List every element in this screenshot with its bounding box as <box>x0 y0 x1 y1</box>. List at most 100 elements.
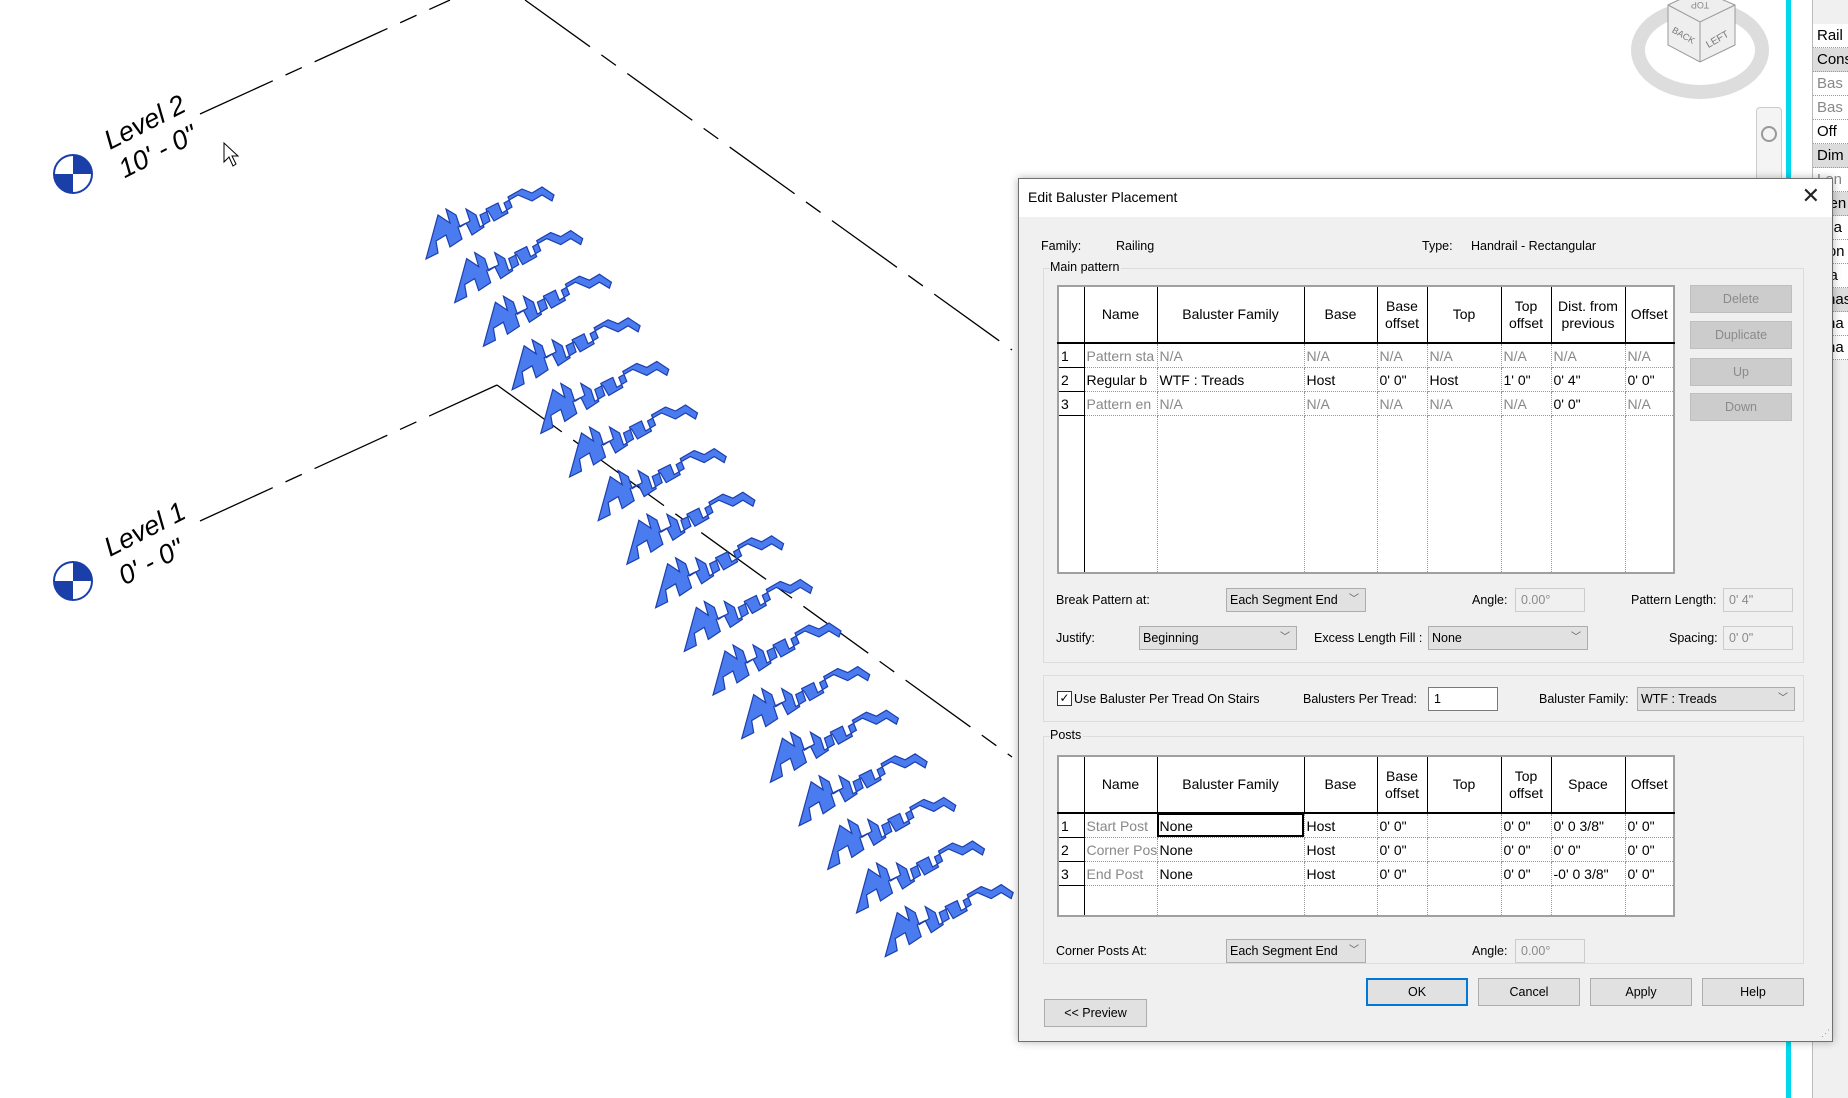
table-cell[interactable]: WTF : Treads <box>1156 367 1305 393</box>
table-cell[interactable]: -0' 0 3/8" <box>1550 861 1626 887</box>
column-header[interactable] <box>1057 285 1085 345</box>
column-header[interactable]: Top offset <box>1500 285 1552 345</box>
table-cell[interactable]: 0' 0" <box>1550 836 1626 863</box>
table-cell[interactable]: Host <box>1303 836 1378 863</box>
table-cell[interactable] <box>1426 415 1502 574</box>
table-cell[interactable]: Pattern sta <box>1083 342 1158 369</box>
table-cell[interactable]: N/A <box>1550 342 1626 369</box>
table-cell[interactable] <box>1376 415 1428 574</box>
table-cell[interactable] <box>1426 861 1502 887</box>
table-cell[interactable]: None <box>1156 812 1305 838</box>
help-button[interactable]: Help <box>1702 978 1804 1006</box>
table-cell[interactable] <box>1500 885 1552 917</box>
table-cell[interactable]: 0' 0" <box>1376 836 1428 863</box>
table-row[interactable]: 3 Pattern en N/A N/A N/A N/A N/A 0' 0" N/A <box>1058 391 1675 417</box>
table-cell[interactable] <box>1058 415 1085 574</box>
table-cell[interactable]: N/A <box>1500 342 1552 369</box>
table-cell[interactable]: 0' 0" <box>1624 367 1675 393</box>
preview-button[interactable]: << Preview <box>1044 999 1147 1027</box>
table-cell[interactable]: Host <box>1303 861 1378 887</box>
baluster[interactable] <box>769 709 900 784</box>
table-cell[interactable]: 1' 0" <box>1500 367 1552 393</box>
property-row[interactable]: Bas <box>1813 72 1848 96</box>
property-row[interactable]: Cons <box>1813 48 1848 72</box>
spacing-field[interactable]: 0' 0" <box>1723 626 1793 650</box>
column-header[interactable] <box>1057 755 1085 815</box>
justify-dropdown[interactable]: Beginning ﹀ <box>1139 626 1297 650</box>
empty-row[interactable] <box>1058 885 1675 917</box>
apply-button[interactable]: Apply <box>1590 978 1692 1006</box>
row-number[interactable]: 2 <box>1058 367 1085 393</box>
table-cell[interactable]: 0' 0" <box>1624 812 1675 838</box>
table-cell[interactable]: None <box>1156 836 1305 863</box>
posts-angle-field[interactable]: 0.00° <box>1515 939 1585 963</box>
baluster[interactable] <box>597 447 727 522</box>
table-cell[interactable] <box>1624 415 1675 574</box>
table-cell[interactable] <box>1303 885 1378 917</box>
delete-button[interactable]: Delete <box>1690 285 1792 313</box>
table-cell[interactable]: 0' 0" <box>1500 836 1552 863</box>
column-header[interactable]: Space <box>1550 755 1626 815</box>
table-cell[interactable]: N/A <box>1426 391 1502 417</box>
table-cell[interactable]: 0' 0 3/8" <box>1550 812 1626 838</box>
table-cell[interactable]: N/A <box>1156 342 1305 369</box>
column-header[interactable]: Baluster Family <box>1156 285 1305 345</box>
baluster[interactable] <box>625 491 756 566</box>
ok-button[interactable]: OK <box>1366 978 1468 1006</box>
baluster[interactable] <box>740 665 871 740</box>
table-cell[interactable]: N/A <box>1156 391 1305 417</box>
table-cell[interactable] <box>1550 415 1626 574</box>
table-cell[interactable]: Pattern en <box>1083 391 1158 417</box>
column-header[interactable]: Base <box>1303 755 1378 815</box>
property-row[interactable]: Bas <box>1813 96 1848 120</box>
table-cell[interactable] <box>1426 812 1502 838</box>
table-cell[interactable] <box>1083 415 1158 574</box>
table-cell[interactable]: Host <box>1303 812 1378 838</box>
up-button[interactable]: Up <box>1690 358 1792 386</box>
down-button[interactable]: Down <box>1690 393 1792 421</box>
navigation-bar[interactable] <box>1756 107 1782 187</box>
table-cell[interactable]: Start Post <box>1083 812 1158 838</box>
column-header[interactable]: Offset <box>1624 285 1675 345</box>
table-cell[interactable]: None <box>1156 861 1305 887</box>
row-number[interactable]: 1 <box>1058 342 1085 369</box>
column-header[interactable]: Baluster Family <box>1156 755 1305 815</box>
table-cell[interactable]: 0' 0" <box>1376 812 1428 838</box>
baluster[interactable] <box>826 796 957 871</box>
close-icon[interactable]: ✕ <box>1801 183 1820 208</box>
table-cell[interactable]: N/A <box>1624 342 1675 369</box>
viewcube[interactable]: TOP BACK LEFT <box>1631 0 1769 99</box>
baluster[interactable] <box>511 317 641 391</box>
table-cell[interactable]: N/A <box>1624 391 1675 417</box>
table-cell[interactable] <box>1624 885 1675 917</box>
table-cell[interactable]: Host <box>1303 367 1378 393</box>
baluster[interactable] <box>425 186 555 261</box>
table-row[interactable]: 1 Start Post None Host 0' 0" 0' 0" 0' 0 3/8" 0'… <box>1058 812 1675 838</box>
table-cell[interactable]: N/A <box>1500 391 1552 417</box>
excess-length-fill-dropdown[interactable]: None ﹀ <box>1428 626 1588 650</box>
table-row[interactable]: 1 Pattern sta N/A N/A N/A N/A N/A N/A N/A <box>1058 342 1675 369</box>
column-header[interactable]: Name <box>1083 285 1158 345</box>
table-cell[interactable] <box>1058 885 1085 917</box>
column-header[interactable]: Top <box>1426 285 1502 345</box>
column-header[interactable]: Dist. from previous <box>1550 285 1626 345</box>
table-cell[interactable]: N/A <box>1426 342 1502 369</box>
table-cell[interactable]: N/A <box>1376 391 1428 417</box>
resize-grip-icon[interactable]: ⋰ <box>1821 1028 1830 1038</box>
property-row[interactable]: Dim <box>1813 144 1848 168</box>
row-number[interactable]: 3 <box>1058 861 1085 887</box>
use-baluster-per-tread-checkbox[interactable]: ✓ <box>1057 691 1072 706</box>
table-cell[interactable] <box>1426 836 1502 863</box>
steering-wheel-icon[interactable] <box>1761 126 1777 142</box>
pattern-length-field[interactable]: 0' 4" <box>1723 588 1793 612</box>
table-row[interactable]: 2 Corner Pos None Host 0' 0" 0' 0" 0' 0" 0' 0" <box>1058 836 1675 863</box>
table-cell[interactable]: N/A <box>1303 391 1378 417</box>
duplicate-button[interactable]: Duplicate <box>1690 321 1792 349</box>
table-cell[interactable] <box>1426 885 1502 917</box>
baluster[interactable] <box>539 360 670 435</box>
break-pattern-dropdown[interactable]: Each Segment End ﹀ <box>1226 588 1366 612</box>
row-number[interactable]: 1 <box>1058 812 1085 838</box>
baluster[interactable] <box>798 753 928 827</box>
column-header[interactable]: Base offset <box>1376 285 1428 345</box>
